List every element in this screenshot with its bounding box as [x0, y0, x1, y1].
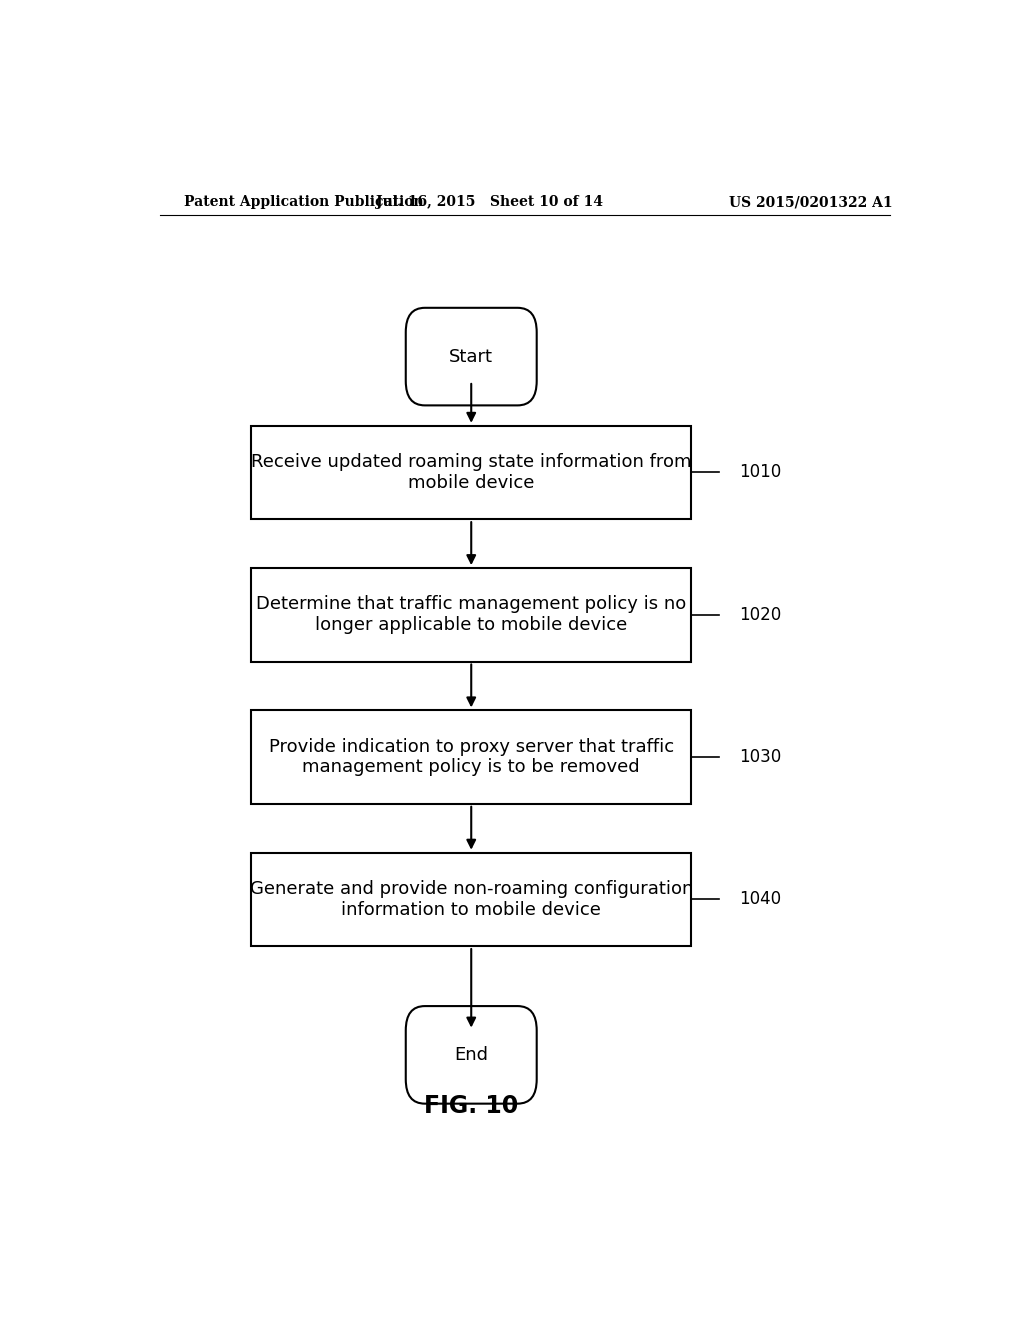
- Text: End: End: [455, 1045, 488, 1064]
- Text: US 2015/0201322 A1: US 2015/0201322 A1: [729, 195, 892, 209]
- Text: Start: Start: [450, 347, 494, 366]
- FancyBboxPatch shape: [251, 853, 691, 946]
- Text: 1010: 1010: [739, 463, 781, 482]
- Text: 1040: 1040: [739, 891, 781, 908]
- Text: FIG. 10: FIG. 10: [424, 1094, 518, 1118]
- Text: Determine that traffic management policy is no
longer applicable to mobile devic: Determine that traffic management policy…: [256, 595, 686, 634]
- Text: Receive updated roaming state information from
mobile device: Receive updated roaming state informatio…: [251, 453, 691, 492]
- Text: Provide indication to proxy server that traffic
management policy is to be remov: Provide indication to proxy server that …: [268, 738, 674, 776]
- FancyBboxPatch shape: [251, 710, 691, 804]
- FancyBboxPatch shape: [251, 568, 691, 661]
- Text: 1030: 1030: [739, 748, 781, 766]
- Text: Generate and provide non-roaming configuration
information to mobile device: Generate and provide non-roaming configu…: [250, 880, 693, 919]
- Text: Patent Application Publication: Patent Application Publication: [183, 195, 423, 209]
- Text: 1020: 1020: [739, 606, 781, 624]
- Text: Jul. 16, 2015   Sheet 10 of 14: Jul. 16, 2015 Sheet 10 of 14: [376, 195, 602, 209]
- FancyBboxPatch shape: [406, 308, 537, 405]
- FancyBboxPatch shape: [251, 426, 691, 519]
- FancyBboxPatch shape: [406, 1006, 537, 1104]
